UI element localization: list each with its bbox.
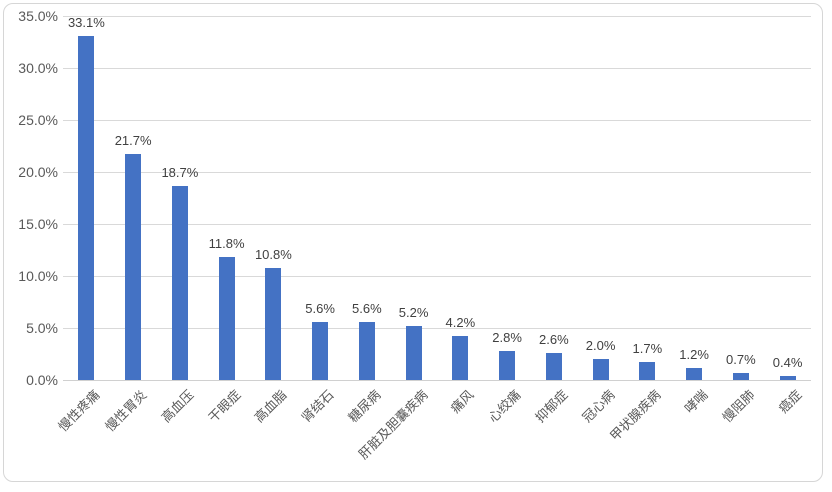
gridline — [63, 16, 811, 17]
bar — [312, 321, 329, 380]
x-axis-category-label: 痛风 — [447, 387, 477, 417]
bar — [171, 185, 188, 380]
bar-value-label: 4.2% — [445, 315, 476, 331]
y-axis-tick-label: 0.0% — [26, 372, 58, 388]
gridline — [63, 276, 811, 277]
x-axis-category-label: 癌症 — [775, 387, 805, 417]
x-axis-category-label: 干眼症 — [205, 387, 244, 426]
bar — [545, 352, 562, 380]
bar-value-label: 21.7% — [114, 133, 152, 149]
x-axis-line — [63, 380, 811, 381]
bar-value-label: 1.2% — [679, 346, 709, 362]
bar-value-label: 5.2% — [398, 304, 429, 320]
y-axis-tick-label: 35.0% — [18, 8, 58, 24]
x-axis-category-label: 糖尿病 — [345, 387, 384, 426]
gridline — [63, 224, 811, 225]
bar — [592, 359, 609, 380]
bar — [639, 362, 656, 380]
gridline — [63, 172, 811, 173]
gridline — [63, 120, 811, 121]
x-axis-category-label: 心绞痛 — [485, 387, 524, 426]
gridline — [63, 328, 811, 329]
bar — [452, 336, 469, 380]
bar — [265, 267, 282, 380]
x-axis-category-label: 高血压 — [158, 387, 197, 426]
bar — [405, 325, 422, 380]
x-axis-category-label: 慢阻肺 — [719, 387, 758, 426]
bar — [78, 35, 95, 380]
bar-value-label: 2.8% — [492, 329, 522, 345]
bar-value-label: 33.1% — [67, 14, 105, 30]
bar-value-label: 10.8% — [254, 246, 292, 262]
bar-value-label: 18.7% — [161, 164, 199, 180]
bar — [732, 372, 749, 380]
y-axis-tick-label: 20.0% — [18, 164, 58, 180]
bar-value-label: 1.7% — [632, 341, 663, 357]
x-axis-category-label: 慢性疼痛 — [55, 387, 103, 435]
bar — [686, 367, 703, 380]
x-axis-category-label: 肾结石 — [298, 387, 337, 426]
y-axis-tick-label: 30.0% — [18, 60, 58, 76]
bar-value-label: 11.8% — [208, 236, 245, 252]
x-axis-category-label: 高血脂 — [251, 387, 290, 426]
bar-value-label: 2.6% — [539, 331, 569, 347]
bar-value-label: 0.4% — [772, 354, 803, 370]
y-axis-tick-label: 25.0% — [18, 112, 58, 128]
x-axis-category-label: 慢性胃炎 — [102, 387, 150, 435]
bar — [499, 350, 516, 380]
x-axis-category-label: 哮喘 — [681, 387, 711, 417]
y-axis-tick-label: 15.0% — [18, 216, 58, 232]
plot-area: 33.1% 21.7% 18.7% 11.8% 10.8% 5.6% 5.6% 5.2% 4.2… — [63, 15, 811, 381]
bar — [218, 257, 235, 380]
bar-value-label: 2.0% — [585, 338, 616, 354]
x-axis-category-label: 冠心病 — [579, 387, 618, 426]
x-axis-category-label: 抑郁症 — [532, 387, 571, 426]
gridline — [63, 68, 811, 69]
bar-value-label: 0.7% — [726, 351, 756, 367]
bar — [358, 321, 375, 380]
y-axis-tick-label: 5.0% — [26, 320, 58, 336]
bar — [125, 154, 142, 380]
y-axis-tick-label: 10.0% — [18, 268, 58, 284]
bar-value-label: 5.6% — [352, 300, 382, 316]
bar-value-label: 5.6% — [305, 300, 335, 316]
bar — [779, 375, 796, 380]
